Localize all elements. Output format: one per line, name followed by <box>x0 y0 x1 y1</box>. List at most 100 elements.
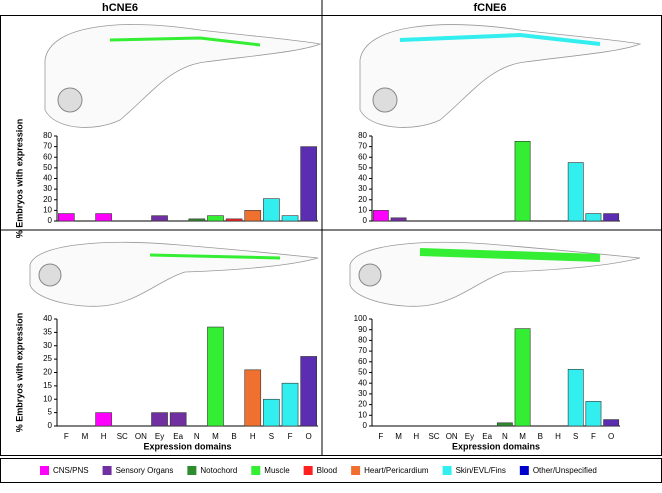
y-tick-label: 15 <box>43 381 52 390</box>
x-tick-label: N <box>502 432 508 441</box>
bar <box>151 215 168 222</box>
x-tick-label: O <box>608 432 614 441</box>
bar <box>169 412 187 427</box>
bar <box>151 412 168 427</box>
fish-eye <box>358 263 382 287</box>
y-tick-label: 80 <box>43 131 52 140</box>
bar <box>603 213 620 222</box>
expression <box>109 36 261 47</box>
bar <box>95 412 112 427</box>
y-tick-label: 10 <box>358 205 367 214</box>
y-tick-label: 35 <box>43 327 52 336</box>
bar <box>188 218 206 222</box>
x-tick-label: F <box>591 432 596 441</box>
y-tick-label: 60 <box>358 152 367 161</box>
x-tick-label: Ea <box>173 432 183 441</box>
bar <box>300 146 317 222</box>
y-tick-label: 40 <box>43 314 52 323</box>
fish-eye <box>57 87 83 113</box>
x-tick-label: M <box>82 432 89 441</box>
fish-eye <box>372 87 398 113</box>
x-tick-label: S <box>269 432 274 441</box>
x-tick-label: F <box>288 432 293 441</box>
y-tick-label: 80 <box>358 131 367 140</box>
chart-title: fCNE6 <box>473 2 506 14</box>
legend-swatch <box>519 466 529 475</box>
y-tick-label: 10 <box>43 394 52 403</box>
x-tick-label: B <box>231 432 236 441</box>
y-tick-label: 0 <box>48 421 53 430</box>
x-tick-label: Ey <box>155 432 164 441</box>
x-tick-label: Ea <box>482 432 492 441</box>
legend-label: CNS/PNS <box>53 466 89 475</box>
legend-label: Other/Unspecified <box>533 466 597 475</box>
bar <box>207 326 224 427</box>
y-tick-label: 20 <box>43 368 52 377</box>
bar <box>95 213 112 222</box>
y-tick-label: 50 <box>43 163 52 172</box>
bar <box>372 210 389 222</box>
x-tick-label: ON <box>446 432 458 441</box>
y-tick-label: 5 <box>48 408 53 417</box>
x-tick-label: S <box>573 432 578 441</box>
y-axis-label: % Embryos with expression <box>14 119 24 239</box>
bar <box>514 328 531 427</box>
fish <box>29 241 319 307</box>
legend-label: Heart/Pericardium <box>364 466 429 475</box>
y-tick-label: 30 <box>43 341 52 350</box>
x-tick-label: H <box>250 432 256 441</box>
y-tick-label: 60 <box>43 152 52 161</box>
x-tick-label: O <box>306 432 312 441</box>
legend-label: Notochord <box>200 466 237 475</box>
x-tick-label: SC <box>428 432 439 441</box>
y-tick-label: 25 <box>43 354 52 363</box>
x-tick-label: H <box>101 432 107 441</box>
bar <box>300 356 317 427</box>
bar <box>58 213 75 222</box>
expression <box>399 32 601 46</box>
x-tick-label: M <box>212 432 219 441</box>
bar <box>585 213 602 222</box>
y-tick-label: 90 <box>358 325 367 334</box>
bar <box>390 217 407 222</box>
y-tick-label: 40 <box>358 378 367 387</box>
legend-swatch <box>40 466 49 475</box>
bar <box>603 419 620 427</box>
y-tick-label: 70 <box>358 346 367 355</box>
legend-swatch <box>102 466 112 475</box>
x-tick-label: H <box>413 432 419 441</box>
legend-label: Blood <box>317 466 337 475</box>
legend-swatch <box>187 466 197 475</box>
legend-swatch <box>351 466 361 475</box>
x-tick-label: SC <box>117 432 128 441</box>
y-tick-label: 40 <box>43 174 52 183</box>
x-tick-label: B <box>538 432 543 441</box>
y-tick-label: 50 <box>358 368 367 377</box>
fish-drawings <box>29 24 642 307</box>
x-tick-label: M <box>519 432 526 441</box>
x-tick-label: F <box>64 432 69 441</box>
bar <box>567 368 584 427</box>
y-tick-label: 0 <box>363 216 368 225</box>
y-axis-label: % Embryos with expression <box>14 313 24 433</box>
x-tick-label: F <box>378 432 383 441</box>
y-tick-label: 10 <box>43 205 52 214</box>
bar <box>496 422 513 427</box>
legend-label: Muscle <box>264 466 290 475</box>
fish <box>359 24 642 128</box>
y-tick-label: 100 <box>354 314 368 323</box>
chart-title: hCNE6 <box>102 2 138 14</box>
legend-swatch <box>251 466 261 475</box>
bar <box>207 215 224 222</box>
y-tick-label: 80 <box>358 336 367 345</box>
fish-eye <box>38 263 62 287</box>
y-tick-label: 20 <box>358 400 367 409</box>
bar <box>244 210 262 222</box>
y-tick-label: 60 <box>358 357 367 366</box>
x-tick-label: H <box>555 432 561 441</box>
x-tick-label: M <box>395 432 402 441</box>
fish <box>44 24 322 128</box>
y-tick-label: 20 <box>358 195 367 204</box>
y-tick-label: 40 <box>358 174 367 183</box>
